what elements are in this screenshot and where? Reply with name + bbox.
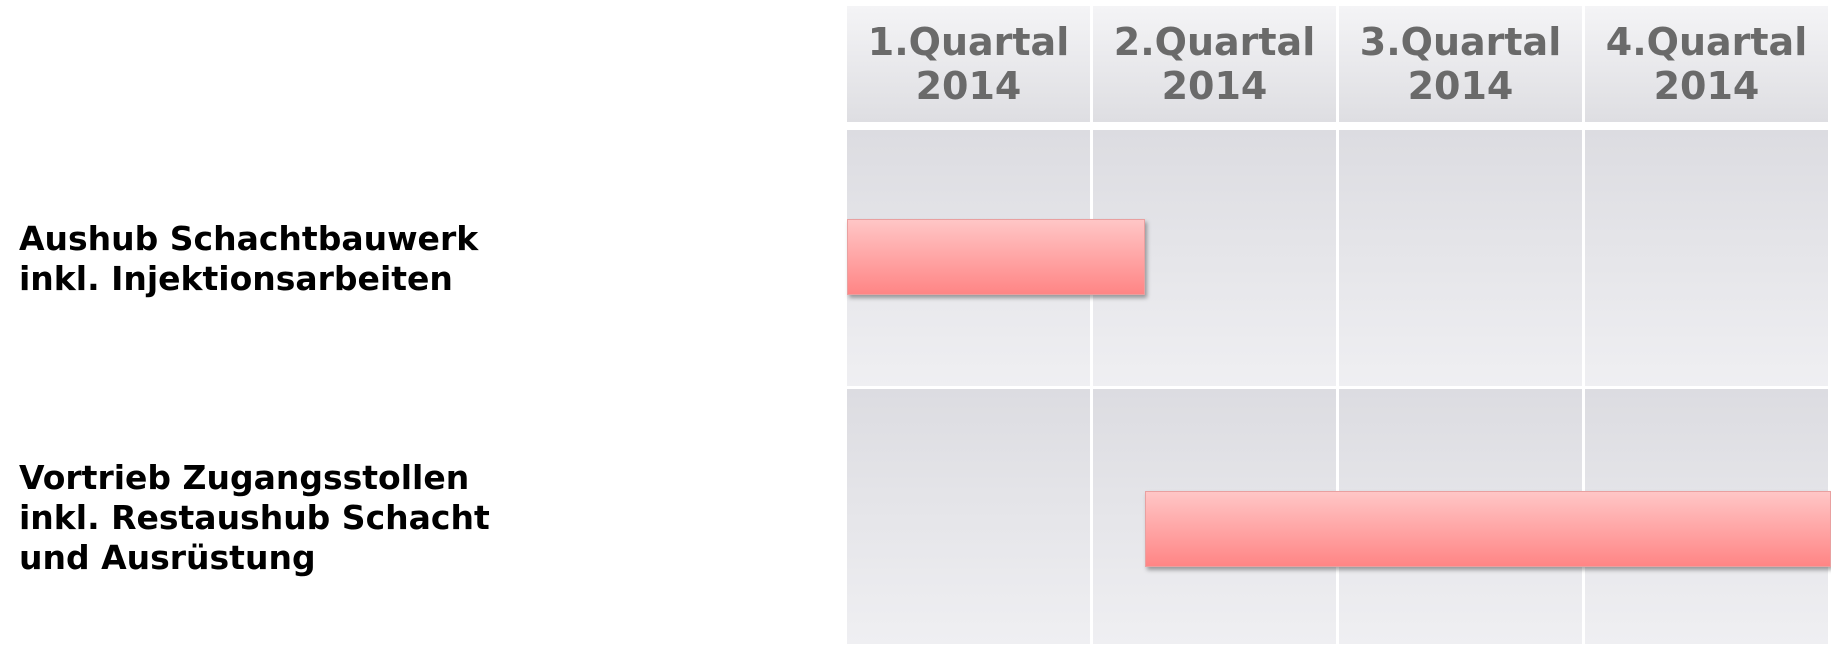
task-label: Aushub Schachtbauwerk inkl. Injektionsar… [19,219,479,299]
task-label: Vortrieb Zugangsstollen inkl. Restaushub… [19,457,490,577]
grid-cell [847,388,1090,644]
column-header: 1.Quartal 2014 [847,6,1090,122]
grid-cell [1585,130,1828,386]
column-header: 2.Quartal 2014 [1093,6,1336,122]
gantt-bar [1144,491,1831,567]
gantt-bar [847,219,1145,295]
column-header: 3.Quartal 2014 [1339,6,1582,122]
column-header: 4.Quartal 2014 [1585,6,1828,122]
grid-cell [1339,130,1582,386]
